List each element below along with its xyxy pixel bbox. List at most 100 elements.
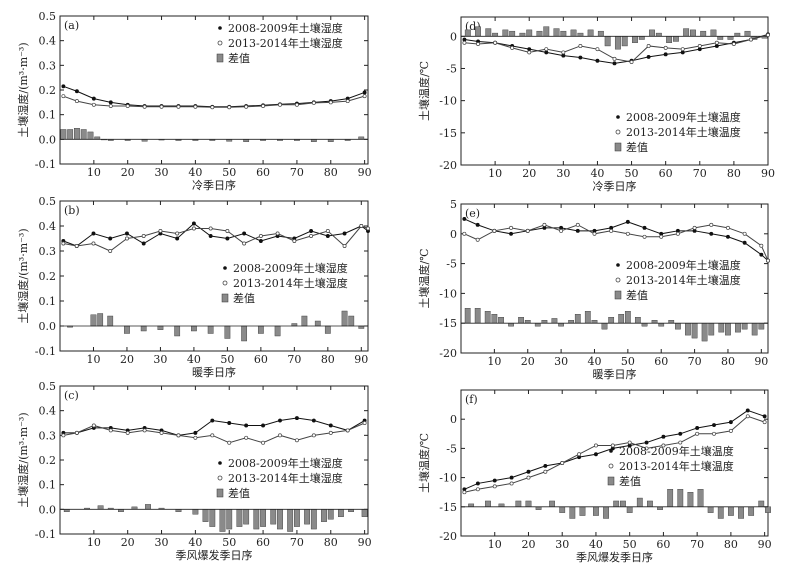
x-tick-label: 80	[321, 353, 335, 366]
diff-bar	[310, 509, 317, 530]
y-axis-label: 土壤温度/℃	[417, 248, 431, 308]
series-2013-point	[91, 241, 96, 246]
diff-bar	[591, 320, 598, 324]
series-2013-point	[227, 105, 232, 110]
diff-bar	[304, 509, 310, 525]
diff-bar	[498, 503, 505, 508]
legend-dot-filled	[609, 449, 613, 453]
series-2013-point	[261, 440, 266, 445]
series-2013-point	[659, 234, 664, 239]
diff-bar	[67, 129, 74, 140]
diff-bar	[758, 500, 765, 507]
legend-dot-open	[615, 129, 621, 135]
panel-c: -0.1 0.0 0.1 0.2 0.3 0.4 0.5 10 20 30 40 50 60 70 80 90…	[16, 380, 372, 562]
diff-bar	[638, 36, 645, 40]
legend-entry: 差值	[228, 51, 250, 65]
diff-bar	[277, 509, 283, 530]
series-2013-point	[627, 440, 632, 445]
diff-bar	[701, 323, 708, 342]
series-2008-point	[193, 430, 198, 435]
diff-bar	[636, 497, 643, 508]
diff-bar	[621, 36, 628, 47]
diff-bar	[464, 308, 471, 324]
x-tick-label: 30	[155, 166, 169, 179]
diff-bar	[758, 323, 765, 330]
series-2013-point	[61, 94, 66, 99]
x-tick-label: 10	[87, 166, 101, 179]
series-2013-point	[493, 40, 498, 45]
x-tick-label: 30	[155, 536, 169, 549]
x-tick-label: 90	[354, 353, 368, 366]
series-2013-point	[510, 45, 515, 50]
series-2013-point	[762, 420, 767, 425]
legend-dot-open	[222, 280, 228, 286]
series-2008-point	[709, 231, 714, 236]
panel-a: -0.1 0.0 0.1 0.2 0.3 0.4 0.5 10 20 30 40 50 60 70 80 90…	[16, 10, 372, 192]
y-tick-label: -10	[439, 287, 457, 300]
series-2013-point	[625, 231, 630, 236]
y-tick-label: -5	[446, 442, 457, 455]
plot-frame	[460, 16, 769, 166]
series-2013-point	[646, 44, 651, 48]
series-2013-point	[208, 226, 213, 231]
y-tick-label: -15	[439, 317, 457, 330]
diff-bar	[97, 313, 104, 327]
diff-bar	[498, 317, 504, 324]
panel-label: (c)	[64, 389, 79, 402]
series-2013-point	[475, 237, 480, 242]
diff-bar	[626, 506, 633, 513]
series-2008-point	[325, 234, 330, 238]
series-2013-point	[543, 469, 548, 474]
diff-bar	[672, 36, 679, 42]
diff-bar	[593, 506, 599, 516]
series-2013-point	[610, 443, 615, 448]
diff-bar	[107, 315, 114, 327]
x-tick-label: 70	[287, 353, 301, 366]
series-2013-point	[125, 104, 130, 108]
diff-bar	[519, 32, 526, 37]
diff-bar	[570, 29, 577, 37]
diff-bar	[219, 509, 226, 532]
series-2008-line	[464, 218, 769, 261]
legend-entry: 2008-2009年土壤温度	[626, 258, 741, 272]
diff-bar	[492, 32, 499, 37]
diff-bar	[603, 506, 609, 519]
y-tick-label: 0	[450, 413, 457, 426]
series-2008-point	[74, 89, 79, 94]
series-2013-line	[464, 224, 769, 261]
legend-dot-open	[608, 463, 614, 469]
x-tick-label: 10	[488, 538, 502, 551]
diff-bar	[518, 317, 524, 324]
series-2013-point	[325, 229, 330, 233]
diff-bar	[202, 509, 209, 522]
x-tick-label: 10	[87, 536, 101, 549]
series-2013-point	[175, 231, 180, 236]
legend-entry: 2008-2009年土壤温度	[626, 110, 741, 124]
x-tick-label: 40	[590, 167, 604, 180]
diff-bar	[560, 30, 567, 37]
x-tick-label: 60	[254, 353, 268, 366]
diff-bar	[348, 315, 355, 327]
diff-bar	[634, 317, 641, 324]
legend-entry: 2013-2014年土壤温度	[626, 273, 741, 287]
diff-bar	[484, 311, 491, 324]
series-2008-point	[595, 58, 600, 63]
diff-bar	[690, 29, 696, 37]
y-tick-label: 0.1	[39, 109, 57, 122]
y-tick-label: 0.5	[39, 195, 57, 208]
x-tick-label: 80	[324, 536, 338, 549]
series-2013-line	[63, 422, 365, 444]
legend-bar-swatch	[216, 53, 224, 63]
diff-bar	[174, 325, 181, 337]
series-2013-point	[612, 56, 617, 61]
diff-bar	[734, 32, 741, 37]
series-2013-point	[766, 33, 770, 37]
legend-bar-swatch	[607, 476, 615, 486]
panel-b: -0.1 0.0 0.1 0.2 0.3 0.4 0.5 10 20 30 40 50 60 70 80 90…	[16, 195, 370, 379]
series-2013-point	[748, 37, 753, 42]
diff-bar	[341, 310, 348, 327]
series-2013-point	[595, 47, 600, 52]
diff-bar	[145, 504, 151, 510]
series-2008-point	[561, 53, 566, 58]
series-2008-point	[680, 50, 685, 55]
